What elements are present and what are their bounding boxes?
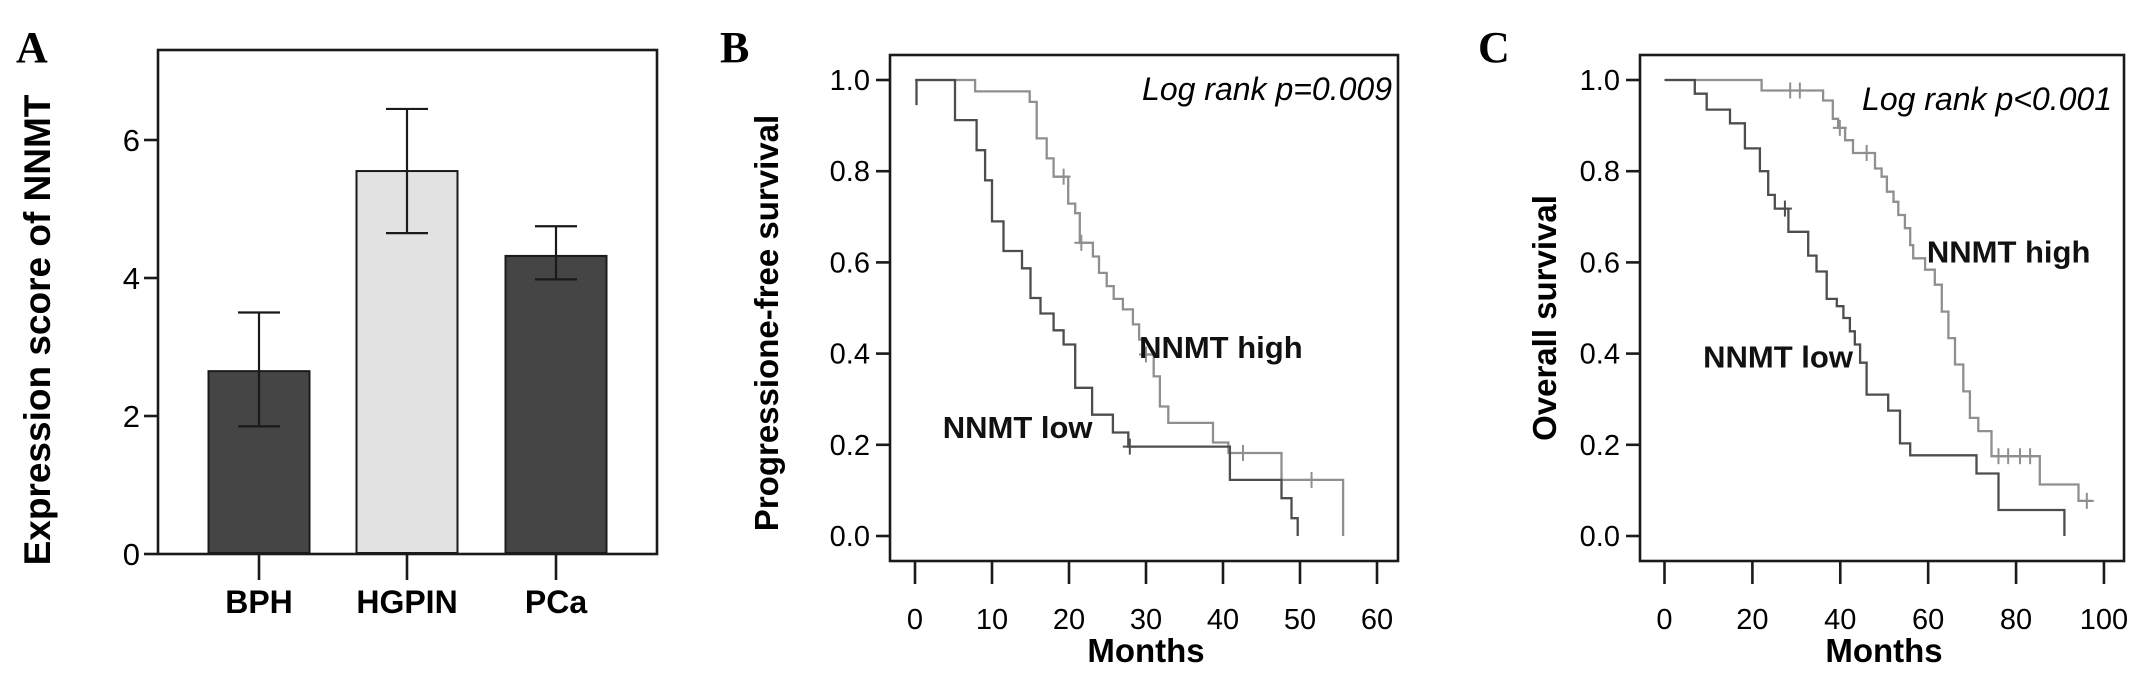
series-label-nnmt-high: NNMT high [1927,234,2091,269]
x-tick-label: 20 [1053,604,1085,636]
x-tick-label: 50 [1284,604,1316,636]
x-tick-label: 40 [1207,604,1239,636]
y-tick-label: 0 [123,537,140,572]
y-tick-label: 0.2 [1580,430,1620,462]
y-tick-label: 0.6 [830,247,870,279]
series-label-nnmt-low: NNMT low [1703,339,1854,374]
x-tick-label: 40 [1824,604,1856,636]
y-axis-title-A: Expression score of NNMT [17,94,58,565]
x-category-label: PCa [525,584,587,620]
x-tick-label: 10 [976,604,1008,636]
panel-letter-C: C [1478,23,1510,72]
y-tick-label: 0.8 [1580,156,1620,188]
y-tick-label: 1.0 [1580,65,1620,97]
km-curve-nnmt-high [1664,78,2093,503]
y-tick-label: 0.0 [1580,521,1620,553]
x-tick-label: 30 [1130,604,1162,636]
y-tick-label: 0.4 [1580,339,1620,371]
x-category-label: BPH [225,584,293,620]
panel-letter-B: B [720,23,749,72]
y-tick-label: 0.6 [1580,247,1620,279]
bar-PCa [504,254,608,554]
panel-letter-A: A [16,23,48,72]
km-curve-nnmt-low [1664,78,2066,536]
x-tick-label: 60 [1361,604,1393,636]
x-axis-title-C: Months [1825,632,1942,669]
x-category-label: HGPIN [356,584,457,620]
log-rank-annotation-C: Log rank p<0.001 [1862,81,2112,117]
y-tick-label: 0.2 [830,430,870,462]
axis-box-C [1638,53,2126,563]
km-curve-nnmt-high [915,78,1345,536]
y-axis-title-B: Progressione-free survival [748,115,785,531]
km-curve-nnmt-low [915,78,1299,536]
y-tick-label: 4 [123,261,140,296]
x-tick-label: 60 [1912,604,1944,636]
x-axis-title-B: Months [1087,632,1204,669]
x-tick-label: 100 [2080,604,2128,636]
y-tick-label: 1.0 [830,65,870,97]
log-rank-annotation-B: Log rank p=0.009 [1142,71,1392,107]
y-axis-title-C: Overall survival [1526,195,1563,441]
x-tick-label: 0 [1656,604,1672,636]
y-tick-label: 0.0 [830,521,870,553]
y-tick-label: 2 [123,399,140,434]
x-tick-label: 0 [907,604,923,636]
x-tick-label: 20 [1736,604,1768,636]
y-tick-label: 0.4 [830,339,870,371]
y-tick-label: 6 [123,123,140,158]
series-label-nnmt-high: NNMT high [1139,330,1303,365]
y-tick-label: 0.8 [830,156,870,188]
axis-box-B [888,53,1400,563]
x-tick-label: 80 [2000,604,2032,636]
series-label-nnmt-low: NNMT low [943,410,1094,445]
